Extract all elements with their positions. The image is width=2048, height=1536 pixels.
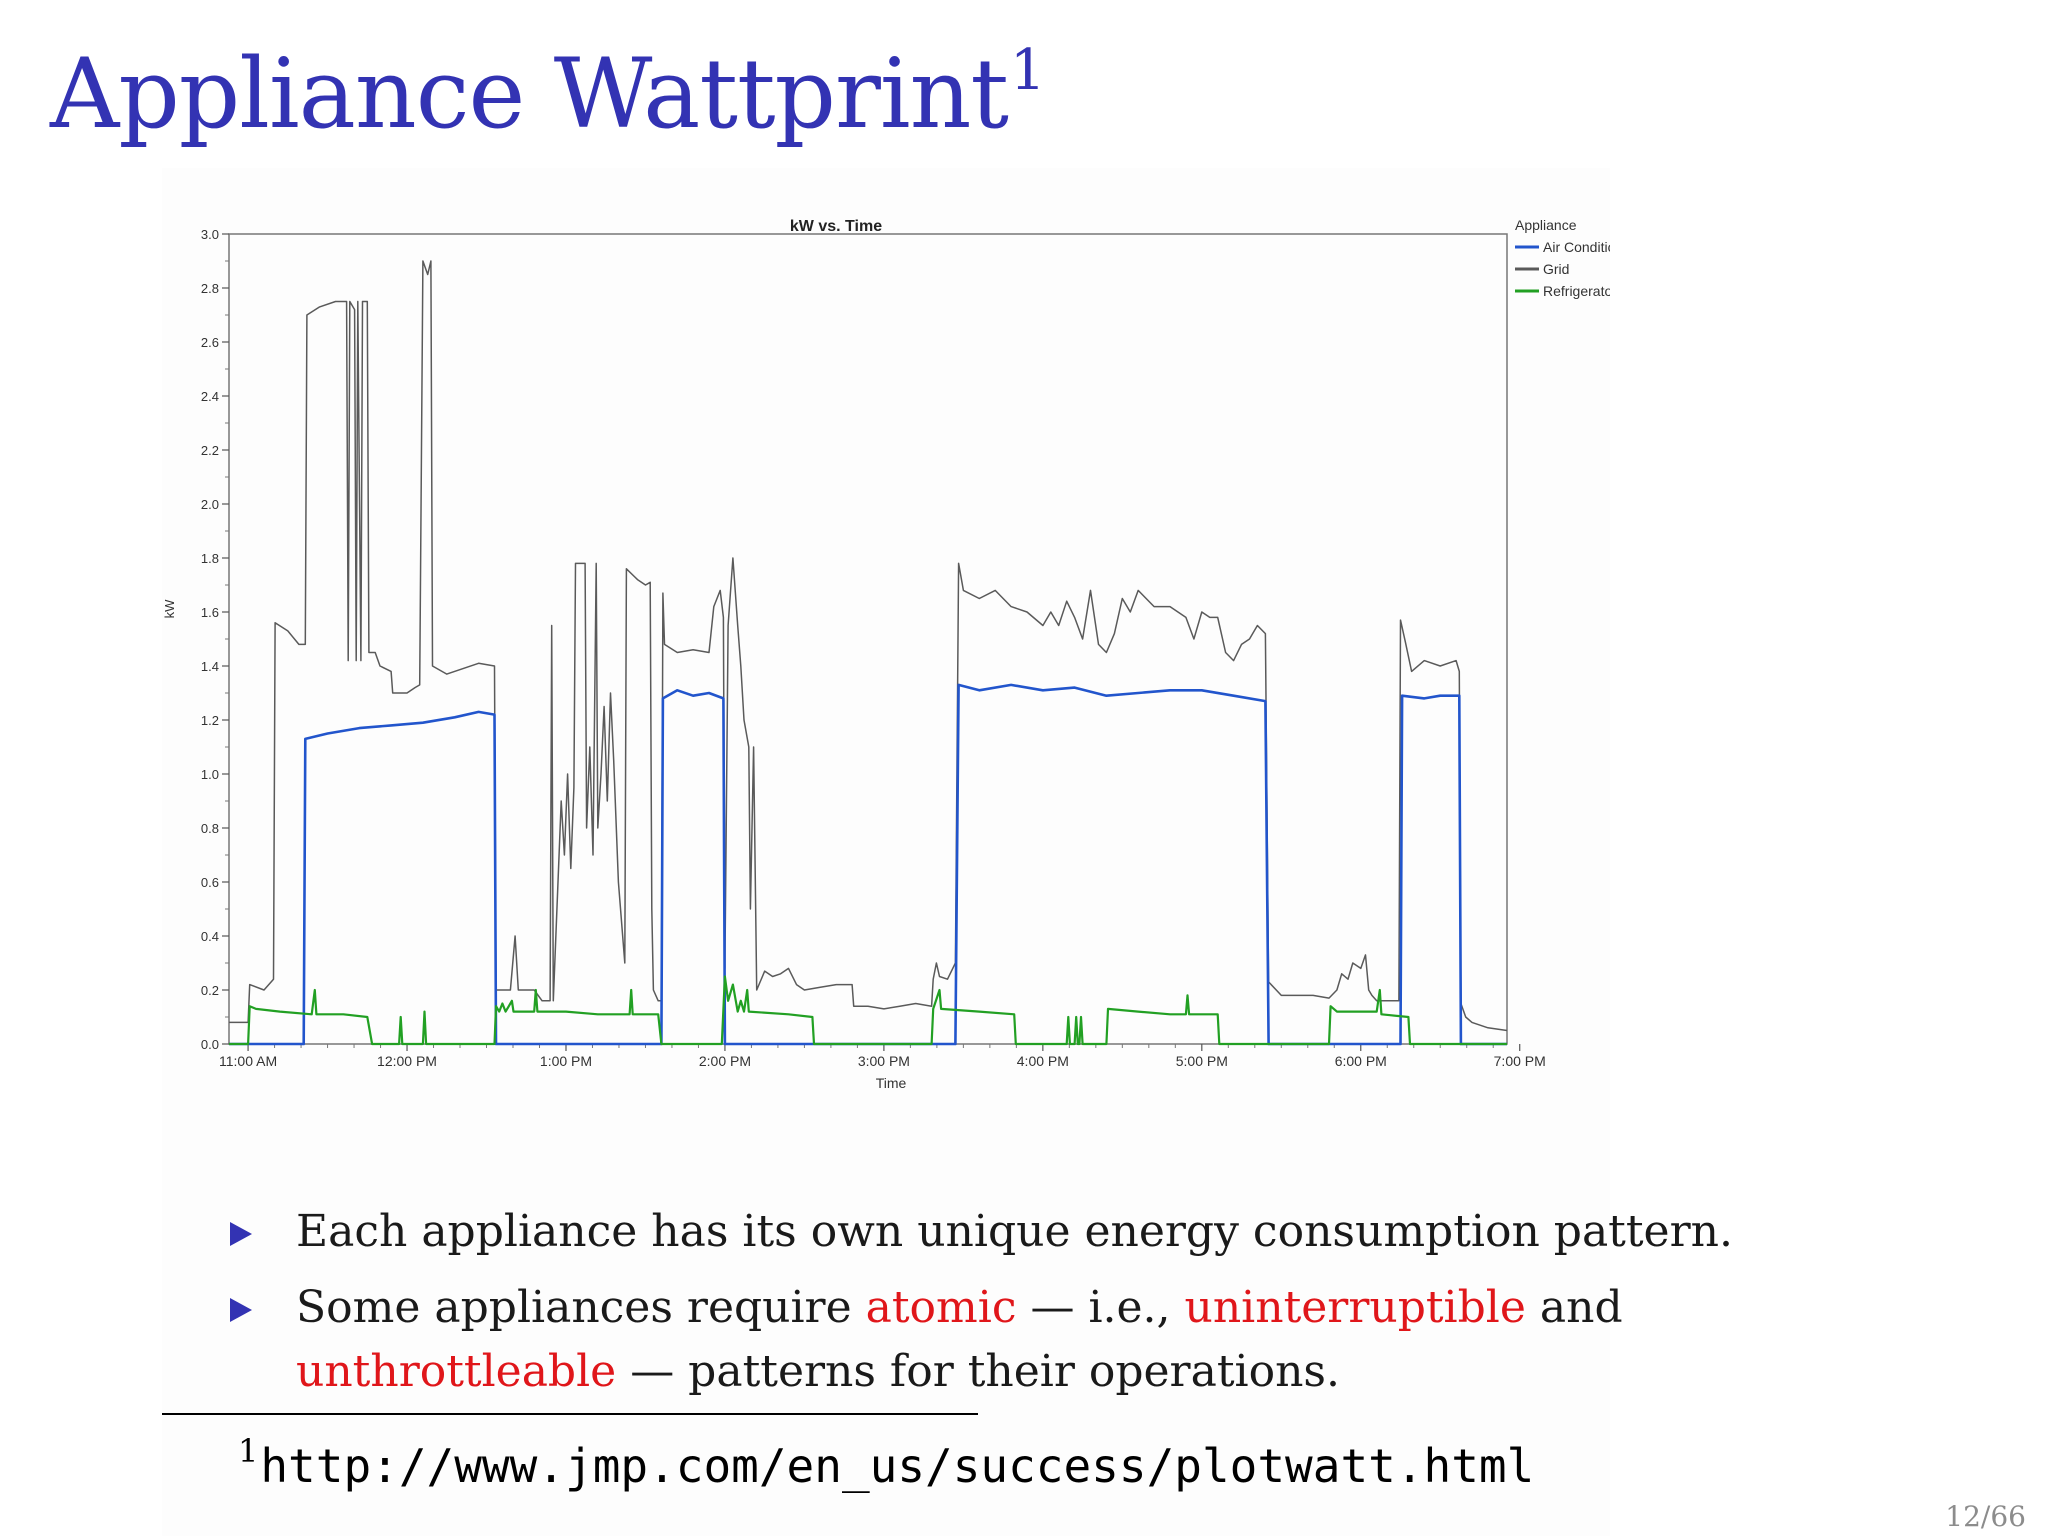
y-tick-label: 0.2 <box>201 983 219 998</box>
footnote: 1http://www.jmp.com/en_us/success/plotwa… <box>238 1432 1534 1493</box>
highlighted-term: unthrottleable <box>296 1346 617 1397</box>
legend-entry: Refrigerator <box>1543 283 1610 299</box>
y-tick-label: 2.6 <box>201 335 219 350</box>
y-tick-label: 2.2 <box>201 443 219 458</box>
bullet-text: — i.e., <box>1016 1282 1185 1333</box>
footnote-mark: 1 <box>238 1432 259 1470</box>
highlighted-term: atomic <box>865 1282 1017 1333</box>
series-line-grid <box>229 260 1508 1032</box>
x-tick-label: 4:00 PM <box>1017 1053 1069 1069</box>
bullet-text: Each appliance has its own unique energy… <box>296 1206 1733 1257</box>
bullet-text: and <box>1525 1282 1623 1333</box>
y-tick-label: 2.0 <box>201 497 219 512</box>
bullet-text: Some appliances require <box>296 1282 866 1333</box>
title-footnote-mark: 1 <box>1009 38 1046 103</box>
x-tick-label: 6:00 PM <box>1335 1053 1387 1069</box>
y-tick-label: 2.4 <box>201 389 219 404</box>
y-tick-label: 0.8 <box>201 821 219 836</box>
y-tick-label: 3.0 <box>201 227 219 242</box>
bullet-item: Each appliance has its own unique energy… <box>230 1200 1830 1264</box>
footnote-rule <box>162 1413 978 1415</box>
slide-title-text: Appliance Wattprint <box>50 38 1009 150</box>
x-tick-label: 5:00 PM <box>1176 1053 1228 1069</box>
y-tick-label: 1.6 <box>201 605 219 620</box>
x-tick-label: 3:00 PM <box>858 1053 910 1069</box>
highlighted-term: uninterruptible <box>1184 1282 1526 1333</box>
y-tick-label: 0.4 <box>201 929 219 944</box>
y-tick-label: 1.8 <box>201 551 219 566</box>
bullet-text: — patterns for their operations. <box>616 1346 1340 1397</box>
page-number: 12/66 <box>1945 1500 2026 1533</box>
x-tick-label: 7:00 PM <box>1494 1053 1546 1069</box>
chart-legend: Appliance Air Conditioner Grid Refrigerator <box>1515 217 1610 299</box>
x-tick-label: 12:00 PM <box>377 1053 437 1069</box>
x-tick-label: 11:00 AM <box>219 1053 277 1069</box>
x-tick-label: 2:00 PM <box>699 1053 751 1069</box>
y-tick-label: 1.0 <box>201 767 219 782</box>
bullet-item: Some appliances require atomic — i.e., u… <box>230 1276 1830 1404</box>
kw-vs-time-chart: 0.0 0.2 0.4 0.6 0.8 1.0 1.2 1.4 1.6 1.8 2.0 2.2 2.4 2… <box>162 217 1610 1091</box>
x-tick-label: 1:00 PM <box>540 1053 592 1069</box>
bullet-triangle-icon <box>230 1298 252 1322</box>
bullet-list: Each appliance has its own unique energy… <box>230 1200 1830 1416</box>
legend-entry: Air Conditioner <box>1543 239 1610 255</box>
chart-text: 0.0 0.2 0.4 0.6 0.8 1.0 1.2 1.4 1.6 1.8 2.0 2.2 2.4 2… <box>162 218 1546 1091</box>
y-tick-label: 2.8 <box>201 281 219 296</box>
chart-title: kW vs. Time <box>790 218 882 235</box>
y-tick-label: 0.6 <box>201 875 219 890</box>
footnote-url: http://www.jmp.com/en_us/success/plotwat… <box>260 1439 1535 1493</box>
y-tick-label: 0.0 <box>201 1037 219 1052</box>
chart-figure: 0.0 0.2 0.4 0.6 0.8 1.0 1.2 1.4 1.6 1.8 2.0 2.2 2.4 2… <box>162 168 1610 1536</box>
legend-title: Appliance <box>1515 217 1577 233</box>
bullet-triangle-icon <box>230 1222 252 1246</box>
x-axis-label: Time <box>876 1075 907 1091</box>
y-tick-label: 1.2 <box>201 713 219 728</box>
y-axis-label: kW <box>162 599 177 619</box>
chart-axes <box>222 233 1521 1051</box>
series-line-refrigerator <box>229 975 1507 1046</box>
y-tick-label: 1.4 <box>201 659 219 674</box>
slide-title: Appliance Wattprint1 <box>50 38 1046 150</box>
chart-series-lines <box>229 260 1508 1046</box>
legend-entry: Grid <box>1543 261 1569 277</box>
series-line-air-conditioner <box>229 683 1507 1046</box>
